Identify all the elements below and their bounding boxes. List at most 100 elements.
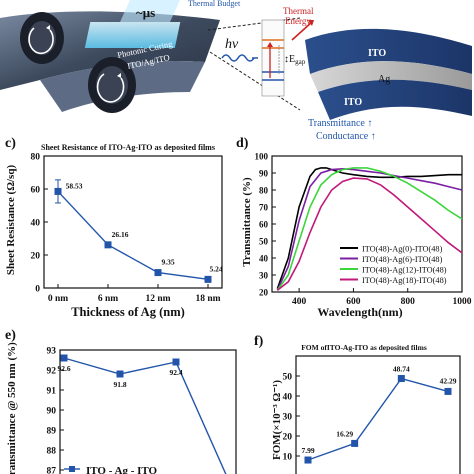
conductance-increase-label: Conductance ↑ [316, 131, 376, 142]
zoom-guide-line [209, 51, 301, 111]
band-energy-diagram: hν Thermal Energy ↕Egap [221, 6, 314, 97]
panel-d-xlabel: Wavelength(nm) [317, 305, 402, 319]
panel-d-ytick-label: 60 [259, 220, 269, 230]
panel-c-xtick-label: 6 nm [98, 294, 118, 304]
panel-f-title: FOM ofITO-Ag-ITO as deposited films [301, 343, 427, 352]
panel-e-tag: e) [5, 328, 16, 343]
panel-f-plot: 10 20 30 40 50 7.99 16.29 48.74 42.29 [283, 355, 461, 474]
panel-f-frame [295, 355, 461, 474]
panel-c-title: Sheet Resistance of ITO-Ag-ITO as deposi… [41, 143, 215, 152]
photon-energy-label: hν [225, 37, 239, 52]
panel-d-ytick-label: 90 [259, 169, 269, 179]
panel-c-series-line [57, 190, 209, 281]
panel-c-data-point [154, 269, 162, 277]
light-pulse-rays [120, 0, 180, 22]
zoom-guide-line-2 [207, 17, 301, 31]
panel-c-xtick-label: 12 nm [145, 294, 170, 304]
panel-d-ytick-label: 80 [259, 186, 269, 196]
panel-e-ytick-label: 89 [47, 427, 57, 437]
thermal-budget-label: Thermal Budget [188, 0, 241, 8]
layer-bottom-label: ITO [344, 97, 362, 108]
panel-f-data-point [304, 456, 312, 464]
panel-d-ytick-label: 30 [259, 271, 269, 281]
panel-e-legend-marker [69, 466, 75, 472]
panel-d-xtick-label: 600 [346, 297, 361, 307]
panel-c-data-label: 5.24 [209, 264, 222, 273]
panel-c-ytick-label: 20 [31, 252, 41, 262]
panel-e-series-line [63, 357, 227, 474]
panel-e-frame [59, 349, 237, 474]
panel-d-xtick-label: 400 [292, 297, 307, 307]
panel-c-ytick-label: 60 [31, 186, 41, 196]
panel-d-series-line-1 [276, 167, 463, 291]
panel-c-data-label: 26.16 [112, 230, 129, 239]
panel-e-ytick-label: 87 [47, 467, 57, 474]
panel-f-ytick-label: 50 [283, 373, 293, 383]
panel-f-data-point [444, 387, 452, 395]
panel-f-ytick-label: 40 [283, 393, 293, 403]
panel-f-data-point [397, 375, 405, 383]
panel-c-xlabel: Thickness of Ag (nm) [71, 305, 185, 319]
ito-bottom-layer [318, 79, 472, 120]
panel-d-legend-label: ITO(48)-Ag(18)-ITO(48) [362, 276, 447, 285]
thermal-energy-label-2: Energy [285, 16, 311, 26]
panel-f-data-label: 42.29 [440, 376, 457, 385]
panel-d-ytick-label: 40 [259, 254, 269, 264]
panel-f-series-line [307, 377, 449, 461]
panel-c-xtick-label: 18 nm [195, 294, 220, 304]
panel-e-ytick-label: 90 [47, 407, 57, 417]
panel-c-tag: c) [5, 136, 16, 151]
panel-c-ytick-label: 0 [35, 285, 40, 295]
panel-c-data-point [204, 275, 212, 283]
ito-top-layer [305, 28, 472, 74]
photon-wave-icon [221, 54, 255, 62]
layer-top-label: ITO [368, 48, 386, 59]
panel-c-data-label: 58.53 [66, 181, 83, 190]
panel-e: e) Transmittance @ 550 nm (%) 8687888990… [5, 328, 237, 474]
panel-c-ylabel: Sheet Resistance (Ω/sq) [5, 165, 17, 276]
panel-f-data-label: 16.29 [336, 429, 353, 438]
panel-e-data-point [60, 354, 68, 362]
panel-c-frame [43, 155, 223, 289]
panel-c-xtick-label: 0 nm [48, 294, 68, 304]
panel-e-data-point [172, 358, 180, 366]
panel-d-series-line-3 [276, 177, 463, 291]
panel-d-series-line-2 [276, 167, 463, 291]
panel-e-data-label: 92.4 [169, 368, 182, 377]
panel-e-legend-label: ITO - Ag - ITO [86, 465, 158, 474]
panel-d-ylabel: Transmittance (%) [241, 177, 253, 267]
panel-d-ytick-label: 100 [255, 152, 269, 162]
layer-stack-illustration: ITO Ag ITO Transmittance ↑ Conductance ↑ [305, 28, 472, 142]
panel-e-ytick-label: 91 [47, 387, 57, 397]
panel-d-series-line-0 [276, 167, 462, 289]
panel-c-plot: 0 20 40 60 80 0 nm 6 nm 12 nm 18 nm 58.53 26.16 9.3… [31, 153, 223, 305]
panel-c: c) Sheet Resistance of ITO-Ag-ITO as dep… [5, 136, 223, 319]
panel-f: f) FOM ofITO-Ag-ITO as deposited films F… [254, 334, 461, 474]
panel-f-ytick-label: 20 [283, 433, 293, 443]
panel-d-legend-label: ITO(48)-Ag(6)-ITO(48) [362, 255, 443, 264]
bottom-roller [88, 57, 136, 113]
panel-e-ytick-label: 88 [47, 447, 57, 457]
panel-f-tag: f) [254, 334, 264, 349]
panel-e-ytick-label: 93 [47, 347, 57, 357]
panel-e-ytick-label: 92 [47, 367, 57, 377]
band-diagram-box [261, 19, 285, 97]
panel-d-ytick-label: 50 [259, 237, 269, 247]
pulse-duration-label: ~μs [136, 5, 155, 20]
panel-d-tag: d) [236, 136, 249, 151]
panel-c-ytick-label: 40 [31, 219, 41, 229]
layer-mid-label: Ag [378, 74, 390, 85]
left-roller [20, 12, 64, 64]
photonic-light-glow [84, 22, 181, 48]
ag-layer [310, 61, 472, 92]
panel-d-ytick-label: 70 [259, 203, 269, 213]
panel-d: d) Transmittance (%) Wavelength(nm) 20 30… [236, 136, 472, 319]
panel-f-ylabel: FOM(×10⁻³ Ω⁻¹) [271, 380, 283, 460]
egap-label: ↕Egap [284, 54, 306, 66]
panel-f-ytick-label: 10 [283, 453, 293, 463]
panel-c-data-point [54, 187, 62, 195]
panel-c-data-label: 9.35 [161, 258, 174, 267]
panel-c-data-point [104, 241, 112, 249]
thermal-energy-label-1: Thermal [283, 6, 314, 16]
